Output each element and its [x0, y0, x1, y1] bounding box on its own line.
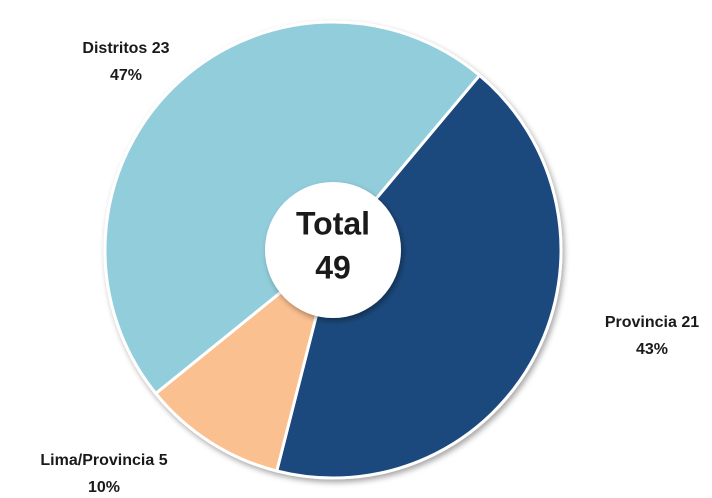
slice [153, 245, 336, 473]
slice [274, 73, 563, 480]
slice-label: Provincia 21 [605, 314, 699, 331]
percent-label: 10% [88, 479, 120, 496]
percent-label: 43% [636, 341, 668, 358]
slice-label: Distritos 23 [82, 40, 169, 57]
center-total: 49 [315, 249, 351, 285]
donut-hole [265, 182, 401, 318]
slice-label: Lima/Provincia 5 [40, 452, 167, 469]
slice-value: 5 [159, 452, 168, 469]
slice-value: 21 [681, 314, 699, 331]
category-name: Provincia [605, 314, 677, 331]
category-name: Lima/Provincia [40, 452, 154, 469]
percent-label: 47% [110, 67, 142, 84]
category-name: Distritos [82, 40, 147, 57]
center-label: Total [296, 205, 370, 241]
slice-value: 23 [152, 40, 170, 57]
